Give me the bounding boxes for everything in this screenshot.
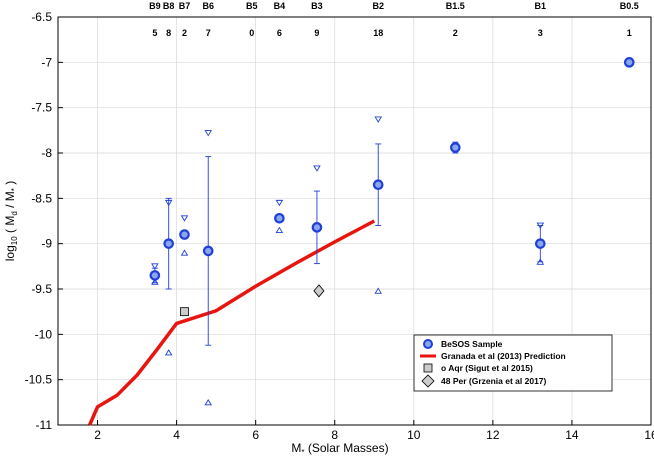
spectral-type-labels: B9 B8 B7 B6 B5 B4 B3 B2 B1.5 B1 B0.5 <box>149 1 639 11</box>
sample-count: 18 <box>373 28 383 38</box>
x-axis-label-m: M <box>291 441 301 455</box>
spectral-type-label: B2 <box>372 1 384 11</box>
axis-ticks <box>58 16 652 426</box>
sample-count: 6 <box>277 28 282 38</box>
spectral-type-label: B8 <box>163 1 175 11</box>
min-marker <box>164 349 173 356</box>
besos-point <box>179 229 190 240</box>
besos-point <box>450 142 461 153</box>
x-tick-label: 2 <box>94 428 101 442</box>
spectral-type-label: B7 <box>179 1 191 11</box>
min-marker <box>275 226 284 234</box>
spectral-type-label: B0.5 <box>620 1 639 11</box>
max-marker <box>180 215 189 222</box>
x-tick-label: 10 <box>407 428 421 442</box>
legend-entry-prediction: Granada et al (2013) Prediction <box>441 351 566 361</box>
max-marker <box>204 130 213 137</box>
plot-frame <box>57 16 652 426</box>
legend: BeSOS Sample Granada et al (2013) Predic… <box>413 334 613 392</box>
sample-count: 2 <box>182 28 187 38</box>
x-tick-label: 16 <box>644 428 654 442</box>
sample-count: 0 <box>249 28 254 38</box>
min-marker <box>204 398 213 406</box>
min-marker <box>151 278 159 285</box>
prediction-line <box>88 219 376 426</box>
max-marker <box>374 116 383 123</box>
spectral-type-label: B4 <box>274 1 286 11</box>
besos-point <box>163 238 174 249</box>
prediction-series <box>88 219 376 426</box>
max-marker <box>536 222 545 229</box>
min-marker <box>374 287 383 294</box>
sample-count: 3 <box>538 28 543 38</box>
besos-point <box>149 270 161 281</box>
spectral-type-label: B9 <box>149 1 161 11</box>
y-tick-label: -11 <box>36 418 53 432</box>
y-tick-label: -8.5 <box>31 191 52 205</box>
y-tick-labels: -6.5 -7 -7.5 -8 -8.5 -9 -9.5 -10 -10.5 -11 <box>25 10 53 432</box>
x-tick-labels: 2 4 6 8 10 12 14 16 <box>94 428 654 442</box>
y-tick-label: -10 <box>35 327 53 341</box>
limit-markers <box>151 116 545 406</box>
max-marker <box>275 199 284 207</box>
sample-count: 9 <box>314 28 319 38</box>
y-tick-label: -9.5 <box>31 282 52 296</box>
besos-point <box>202 245 214 257</box>
y-tick-label: -9 <box>41 237 52 251</box>
legend-entry-oaqr: o Aqr (Sigut et al 2015) <box>441 363 533 373</box>
x-tick-label: 14 <box>565 428 579 442</box>
max-marker <box>164 199 173 207</box>
min-marker <box>180 249 189 256</box>
x-tick-label: 6 <box>252 428 259 442</box>
besos-point <box>311 222 323 233</box>
max-marker <box>151 263 159 270</box>
legend-entry-besos: BeSOS Sample <box>441 339 503 349</box>
o-aqr-point <box>180 307 189 317</box>
besos-points <box>149 57 635 281</box>
x-axis-label-rest: (Solar Masses) <box>305 441 389 455</box>
besos-point <box>274 212 285 224</box>
sample-count: 2 <box>453 28 458 38</box>
legend-entry-48per: 48 Per (Grzenia et al 2017) <box>441 376 547 386</box>
spectral-type-label: B5 <box>246 1 258 11</box>
besos-point <box>623 57 635 68</box>
sample-count: 1 <box>627 28 632 38</box>
x-tick-label: 12 <box>486 428 500 442</box>
sample-count: 8 <box>166 28 171 38</box>
y-tick-label: -6.5 <box>31 10 52 24</box>
other-stars <box>180 284 325 317</box>
x-axis-label-sub: * <box>301 448 304 457</box>
y-tick-label: -7.5 <box>31 101 52 115</box>
48-per-point <box>313 284 325 298</box>
besos-point <box>535 238 546 249</box>
legend-box <box>413 334 613 392</box>
spectral-type-label: B1.5 <box>446 1 465 11</box>
x-tick-label: 4 <box>173 428 180 442</box>
spectral-type-label: B1 <box>535 1 547 11</box>
y-tick-label: -8 <box>41 146 52 160</box>
sample-count-labels: 5 8 2 7 0 6 9 18 2 3 1 <box>152 28 631 38</box>
spectral-type-label: B6 <box>202 1 214 11</box>
legend-marker-besos <box>423 339 433 349</box>
x-axis-label: M* (Solar Masses) <box>291 441 388 457</box>
legend-marker-48per <box>421 374 435 388</box>
besos-point <box>372 179 384 191</box>
min-marker <box>536 258 545 265</box>
spectral-type-label: B3 <box>311 1 323 11</box>
y-axis-label: log10 ( Md / M* ) <box>3 181 19 262</box>
sample-count: 7 <box>206 28 211 38</box>
legend-marker-oaqr <box>423 363 433 373</box>
sample-count: 5 <box>152 28 157 38</box>
y-tick-label: -7 <box>41 55 52 69</box>
y-tick-label: -10.5 <box>25 373 53 387</box>
max-marker <box>313 165 321 172</box>
x-tick-label: 8 <box>331 428 338 442</box>
